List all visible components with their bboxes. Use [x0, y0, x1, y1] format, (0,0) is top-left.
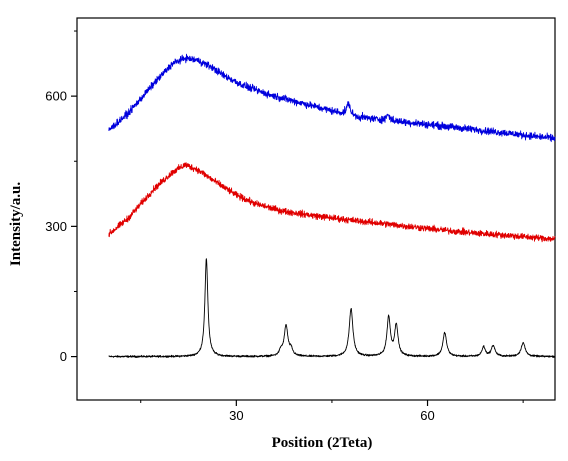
y-axis-label: Intensity/a.u.	[8, 182, 24, 266]
x-tick-label-1: 60	[420, 408, 434, 423]
y-tick-label-2: 600	[45, 89, 67, 104]
series-layer	[108, 53, 556, 359]
y-tick-label-1: 300	[45, 219, 67, 234]
series-line-C	[108, 53, 556, 143]
x-tick-label-0: 30	[229, 408, 243, 423]
plot-frame	[76, 17, 556, 401]
series-line-A	[108, 258, 556, 359]
series-line-B	[108, 162, 556, 243]
plot-border	[76, 17, 556, 401]
x-axis-label: Position (2Teta)	[272, 435, 373, 451]
y-tick-label-0: 0	[60, 349, 67, 364]
